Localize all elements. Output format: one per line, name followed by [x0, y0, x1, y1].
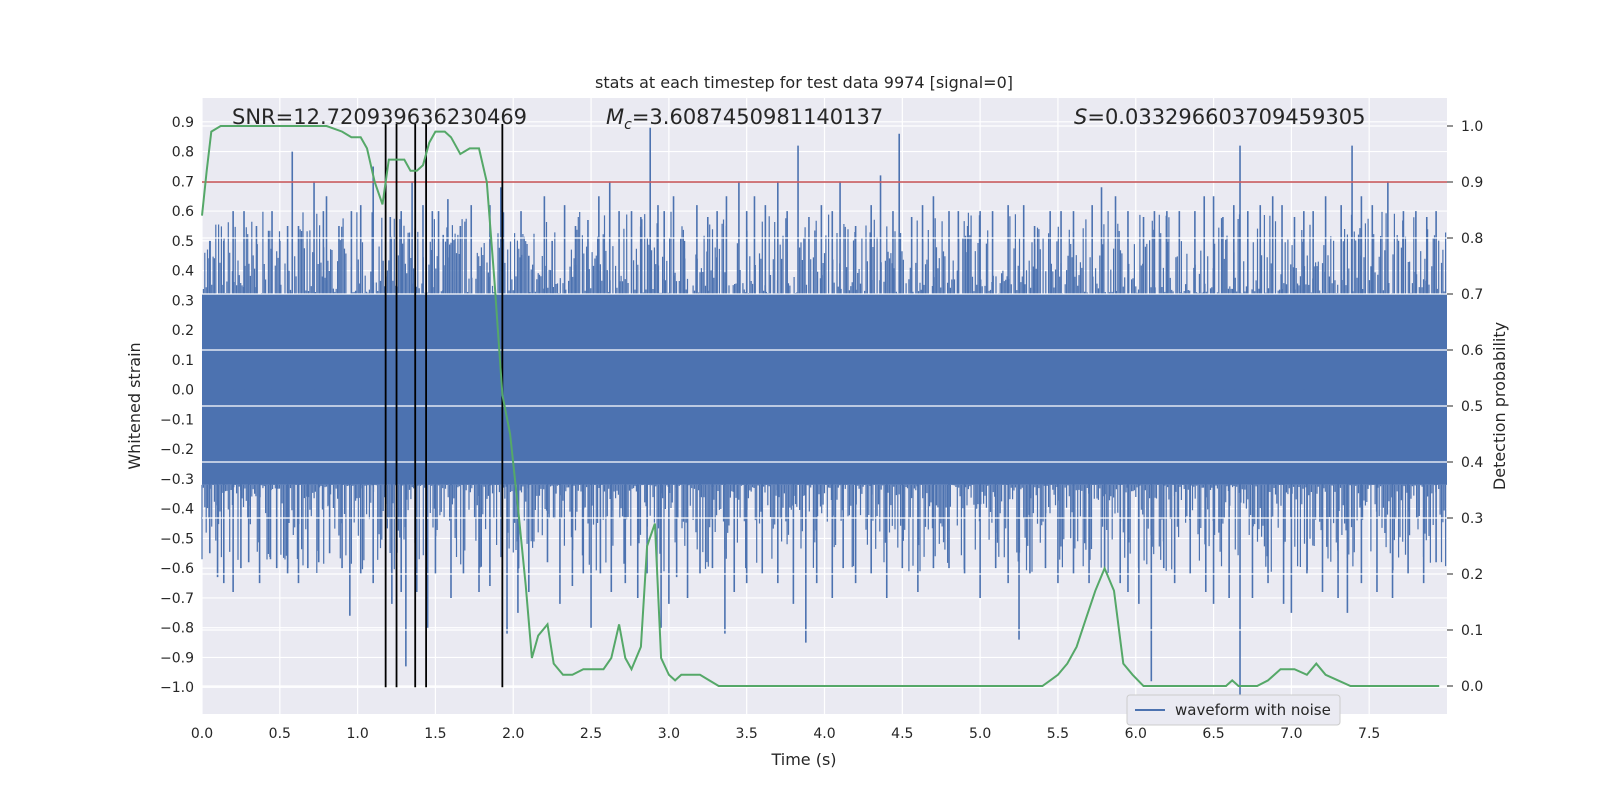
y2-tick-label: 0.6 [1461, 343, 1483, 359]
y-tick-label: −0.5 [160, 531, 194, 547]
snr-value: 12.720939636230469 [293, 105, 527, 129]
chart-title: stats at each timestep for test data 997… [595, 73, 1013, 92]
x-axis-ticks: 0.0 0.5 1.0 1.5 2.0 2.5 3.0 3.5 4.0 4.5 5.0 5.5 6.0 6… [191, 726, 1380, 742]
x-tick-label: 2.0 [502, 726, 524, 742]
x-tick-label: 2.5 [580, 726, 602, 742]
trigger-lines [384, 124, 504, 688]
y2-tick-label: 0.8 [1461, 231, 1483, 247]
y-tick-label: 0.9 [172, 115, 194, 131]
y-tick-label: 0.4 [172, 264, 194, 280]
y-tick-label: 0.0 [172, 383, 194, 399]
y-tick-label: −0.2 [160, 442, 194, 458]
y2-tick-label: 0.4 [1461, 455, 1483, 471]
y2-tick-label: 0.2 [1461, 567, 1483, 583]
y-tick-label: −0.7 [160, 591, 194, 607]
y-tick-label: 0.7 [172, 174, 194, 190]
y-tick-label: −0.1 [160, 412, 194, 428]
y-axis-label: Whitened strain [125, 342, 144, 469]
y-tick-label: −0.8 [160, 621, 194, 637]
x-tick-label: 0.5 [269, 726, 291, 742]
chirp-mass-annotation: Mc=3.6087450981140137 [606, 105, 883, 133]
s-value: =0.033296603709459305 [1087, 105, 1365, 129]
y2-tick-label: 0.3 [1461, 511, 1483, 527]
mc-symbol: M [606, 105, 624, 129]
snr-annotation: SNR=12.720939636230469 [232, 105, 527, 129]
detection-probability-line [201, 125, 1440, 687]
x-tick-label: 3.0 [658, 726, 680, 742]
x-tick-label: 7.5 [1358, 726, 1380, 742]
x-tick-label: 6.5 [1202, 726, 1224, 742]
y-tick-label: −0.6 [160, 561, 194, 577]
x-tick-label: 5.5 [1047, 726, 1069, 742]
y2-tick-label: 0.1 [1461, 623, 1483, 639]
s-annotation: S=0.033296603709459305 [1074, 105, 1365, 129]
x-tick-label: 0.0 [191, 726, 213, 742]
y-tick-label: 0.6 [172, 204, 194, 220]
s-symbol: S [1074, 105, 1087, 129]
x-axis-label: Time (s) [770, 750, 836, 769]
y2-tick-label: 0.0 [1461, 679, 1483, 695]
mc-value: =3.6087450981140137 [632, 105, 883, 129]
y-tick-label: −0.3 [160, 472, 194, 488]
y-tick-label: −1.0 [160, 680, 194, 696]
x-tick-label: 4.0 [813, 726, 835, 742]
x-tick-label: 4.5 [891, 726, 913, 742]
waveform-series [201, 127, 1447, 703]
legend-box [1126, 694, 1341, 726]
y-tick-label: −0.4 [160, 502, 194, 518]
x-tick-label: 3.5 [736, 726, 758, 742]
y2-tick-label: 0.7 [1461, 287, 1483, 303]
y-tick-label: 0.5 [172, 234, 194, 250]
mc-subscript: c [624, 117, 632, 133]
x-tick-label: 1.0 [346, 726, 368, 742]
y-tick-label: −0.9 [160, 650, 194, 666]
x-tick-label: 5.0 [969, 726, 991, 742]
y-tick-label: 0.1 [172, 353, 194, 369]
legend-label: waveform with noise [1175, 701, 1331, 719]
y-tick-label: 0.8 [172, 145, 194, 161]
y2-axis-label: Detection probability [1490, 322, 1509, 490]
y2-axis-ticks: 1.0 0.9 0.8 0.7 0.6 0.5 0.4 0.3 0.2 0.1 0.0 [1447, 119, 1483, 695]
x-tick-label: 6.0 [1125, 726, 1147, 742]
snr-prefix: SNR= [232, 105, 293, 129]
x-tick-label: 7.0 [1280, 726, 1302, 742]
y2-tick-label: 0.9 [1461, 175, 1483, 191]
legend: waveform with noise [1126, 694, 1341, 726]
y2-tick-label: 0.5 [1461, 399, 1483, 415]
y-axis-ticks: 0.9 0.8 0.7 0.6 0.5 0.4 0.3 0.2 0.1 0.0 −0.1 −0.2 −0… [160, 115, 194, 696]
x-tick-label: 1.5 [424, 726, 446, 742]
y-tick-label: 0.3 [172, 293, 194, 309]
y-tick-label: 0.2 [172, 323, 194, 339]
y2-tick-label: 1.0 [1461, 119, 1483, 135]
